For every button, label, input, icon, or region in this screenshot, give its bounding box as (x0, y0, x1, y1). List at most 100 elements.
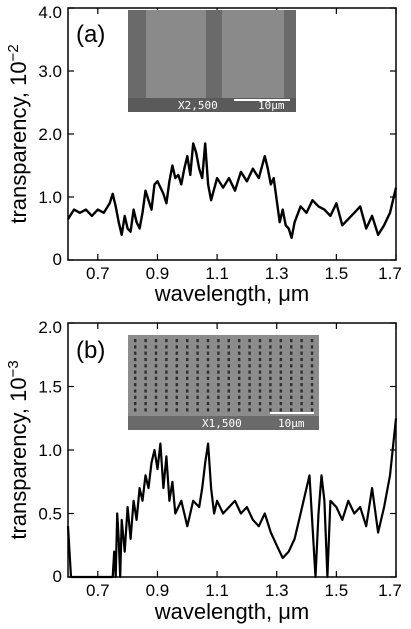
sem-hole (217, 357, 220, 362)
sem-dark-strip-mid (206, 10, 222, 112)
sem-hole (217, 389, 220, 393)
sem-hole (175, 357, 178, 362)
sem-hole (279, 357, 282, 362)
sem-hole (154, 370, 158, 374)
sem-hole (258, 345, 262, 349)
sem-hole (279, 402, 282, 406)
sem-hole (134, 364, 137, 368)
sem-hole (134, 402, 137, 406)
sem-hole (186, 408, 189, 412)
sem-hole (248, 408, 251, 412)
sem-hole (196, 339, 199, 343)
sem-hole (238, 389, 241, 393)
sem-hole (144, 339, 147, 343)
sem-hole (310, 376, 314, 380)
sem-hole (154, 389, 158, 393)
sem-hole (175, 345, 178, 349)
sem-hole (279, 351, 282, 355)
sem-hole (269, 357, 272, 362)
sem-hole (217, 395, 220, 399)
sem-hole (290, 389, 293, 393)
y-tick-label-b: 0 (53, 567, 62, 586)
sem-hole (300, 364, 303, 368)
sem-hole (154, 383, 158, 387)
sem-hole (186, 339, 189, 343)
sem-hole (258, 402, 262, 406)
sem-hole (196, 408, 199, 412)
sem-hole (300, 339, 303, 343)
sem-hole (196, 395, 199, 399)
sem-hole (217, 383, 220, 387)
sem-hole (144, 402, 147, 406)
sem-hole (310, 402, 314, 406)
sem-hole (217, 402, 220, 406)
sem-hole (300, 345, 303, 349)
sem-hole (227, 402, 230, 406)
sem-hole (300, 402, 303, 406)
sem-magnification-a: X2,500 (178, 99, 218, 112)
sem-hole (227, 383, 230, 387)
sem-hole (165, 364, 168, 368)
sem-hole (248, 339, 251, 343)
sem-hole (154, 345, 158, 349)
sem-hole (134, 395, 137, 399)
sem-hole (175, 402, 178, 406)
sem-hole (206, 402, 210, 406)
sem-hole (310, 383, 314, 387)
sem-hole (238, 364, 241, 368)
sem-hole (165, 408, 168, 412)
sem-hole (206, 389, 210, 393)
sem-hole (154, 408, 158, 412)
panel-b: 0.7 0.9 1.1 1.3 1.5 1.7 0 0.5 1.0 1.5 2.0 X1,500 1… (5, 318, 402, 624)
sem-hole (134, 339, 137, 343)
sem-hole (290, 395, 293, 399)
axis-ticks-a: 0.7 0.9 1.1 1.3 1.5 1.7 0 1.0 2.0 3.0 4.0 (38, 3, 401, 283)
sem-hole (238, 351, 241, 355)
sem-hole (227, 357, 230, 362)
y-tick-label-a: 2.0 (38, 125, 62, 144)
sem-scale-label-a: 10μm (258, 99, 285, 112)
sem-hole (290, 345, 293, 349)
data-series-line-b (66, 418, 398, 579)
sem-hole (279, 408, 282, 412)
sem-hole (290, 364, 293, 368)
sem-hole (238, 383, 241, 387)
sem-hole (165, 383, 168, 387)
sem-hole (269, 395, 272, 399)
sem-hole (227, 351, 230, 355)
sem-hole (238, 345, 241, 349)
sem-hole (227, 370, 230, 374)
sem-hole (258, 370, 262, 374)
sem-hole (227, 408, 230, 412)
sem-hole (269, 345, 272, 349)
sem-hole (144, 383, 147, 387)
sem-hole (175, 389, 178, 393)
sem-hole (279, 376, 282, 380)
sem-magnification-b: X1,500 (202, 417, 242, 430)
sem-dark-strip-right (284, 10, 296, 112)
sem-hole (300, 357, 303, 362)
sem-hole (186, 370, 189, 374)
x-tick-label-a: 1.1 (205, 264, 229, 283)
sem-hole (290, 351, 293, 355)
sem-hole (248, 395, 251, 399)
sem-hole (186, 357, 189, 362)
y-tick-label-b: 1.5 (38, 378, 62, 397)
sem-scale-label-b: 10μm (278, 417, 305, 430)
y-tick-label-a: 3.0 (38, 62, 62, 81)
sem-hole (310, 345, 314, 349)
sem-hole (206, 370, 210, 374)
panel-a: 0.7 0.9 1.1 1.3 1.5 1.7 0 1.0 2.0 3.0 4.0 X2,500 1… (5, 3, 402, 306)
sem-hole (310, 351, 314, 355)
y-tick-label-b: 1.0 (38, 441, 62, 460)
x-tick-label-a: 1.5 (325, 264, 349, 283)
sem-hole (269, 408, 272, 412)
sem-hole (310, 357, 314, 362)
x-tick-label-b: 1.1 (205, 581, 229, 600)
sem-hole (196, 351, 199, 355)
sem-hole (144, 357, 147, 362)
sem-hole (300, 370, 303, 374)
sem-hole (238, 370, 241, 374)
sem-hole (134, 383, 137, 387)
sem-hole (269, 376, 272, 380)
